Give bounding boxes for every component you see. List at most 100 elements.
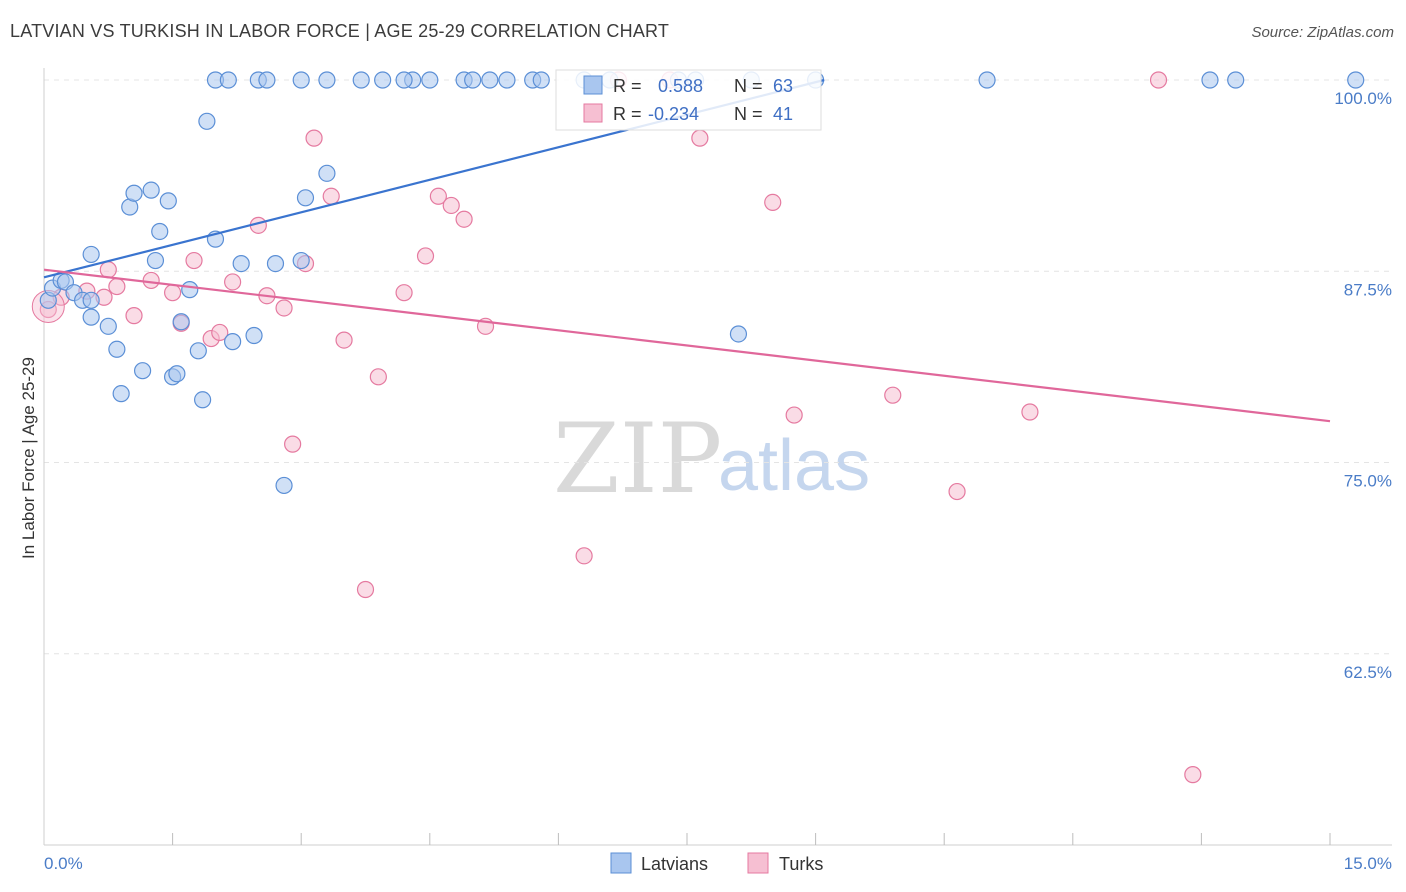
latvians-point (532, 71, 550, 89)
turks-point (164, 284, 182, 302)
latvians-point (318, 164, 336, 182)
y-tick-label: 75.0% (1344, 472, 1392, 491)
latvians-point (194, 391, 212, 409)
turks-point (305, 129, 323, 147)
latvians-point (82, 245, 100, 264)
latvians-point (151, 222, 169, 241)
turks-point (455, 210, 473, 228)
latvians-point (978, 71, 996, 89)
latvians-point (142, 181, 160, 199)
axes (43, 68, 1392, 846)
turks-point (1021, 403, 1039, 421)
legend-latvians-label: Latvians (641, 854, 708, 874)
y-tick-label: 62.5% (1344, 663, 1392, 682)
latvians-point (1201, 71, 1219, 89)
latvians-point (296, 189, 315, 207)
turks-n-label: N = (734, 104, 763, 124)
latvians-point (245, 326, 263, 345)
latvians-point (352, 71, 370, 89)
turks-point (142, 271, 160, 290)
turks-trend-line (43, 268, 1331, 423)
latvians-point (258, 71, 276, 89)
latvians-point (421, 71, 439, 89)
bottom-legend: Latvians Turks (610, 852, 823, 874)
trend-lines (43, 78, 1331, 423)
y-tick-labels: 62.5% 75.0% 87.5% 100.0% (1334, 89, 1392, 682)
turks-point (575, 547, 593, 565)
latvians-point (292, 71, 310, 89)
turks-point (429, 187, 447, 205)
latvians-point (232, 255, 250, 273)
turks-point (785, 406, 803, 424)
latvians-n-label: N = (734, 76, 763, 96)
watermark: ZIP atlas (553, 403, 870, 515)
legend-latvians-swatch (610, 852, 632, 874)
turks-point (185, 251, 203, 270)
turks-r-label: R = (613, 104, 642, 124)
latvians-point (82, 308, 100, 326)
turks-point (442, 196, 460, 215)
latvians-point (318, 71, 336, 89)
latvians-point (729, 325, 748, 343)
y-tick-label: 100.0% (1334, 89, 1392, 108)
turks-n-value: 41 (773, 104, 793, 124)
latvians-point (224, 333, 242, 351)
turks-point (275, 299, 293, 317)
turks-point (284, 435, 302, 453)
legend-turks-label: Turks (779, 854, 823, 874)
latvians-point (1227, 71, 1245, 89)
latvians-point (172, 313, 190, 331)
latvians-r-value: 0.588 (658, 76, 703, 96)
turks-point (1149, 71, 1168, 89)
turks-point (224, 273, 242, 291)
latvians-point (198, 112, 216, 130)
latvians-point (108, 340, 126, 358)
turks-point (764, 193, 782, 211)
latvians-point (275, 476, 293, 495)
y-tick-label: 87.5% (1344, 280, 1392, 299)
turks-swatch-stats (583, 103, 603, 123)
latvians-point (146, 251, 165, 270)
turks-point (395, 284, 413, 302)
turks-point (322, 187, 340, 205)
grid (44, 79, 1392, 655)
x-ticks (172, 833, 1331, 845)
latvians-r-label: R = (613, 76, 642, 96)
latvians-point (481, 71, 499, 89)
turks-point (691, 129, 709, 147)
turks-point (99, 261, 117, 279)
y-axis-label: In Labor Force | Age 25-29 (19, 357, 38, 559)
x-tick-label-min: 0.0% (44, 854, 83, 873)
latvians-point (374, 71, 392, 89)
latvians-point (498, 71, 516, 89)
chart-source: Source: ZipAtlas.com (1251, 24, 1394, 41)
turks-point (416, 247, 435, 265)
legend-turks-swatch (747, 852, 769, 874)
turks-point (369, 368, 387, 386)
latvians-swatch-stats (583, 75, 603, 95)
latvians-point (133, 362, 152, 380)
latvians-point (112, 385, 130, 403)
latvians-point (181, 281, 199, 299)
latvians-point (1347, 71, 1365, 89)
turks-point (108, 277, 126, 296)
chart-title: LATVIAN VS TURKISH IN LABOR FORCE | AGE … (10, 21, 670, 41)
latvians-point (168, 365, 186, 383)
latvians-point (159, 192, 177, 210)
watermark-atlas: atlas (718, 426, 870, 506)
turks-r-value: -0.234 (648, 104, 699, 124)
turks-point (125, 307, 143, 325)
turks-point (948, 482, 966, 501)
latvians-point (189, 342, 207, 360)
latvians-n-value: 63 (773, 76, 793, 96)
latvians-point (395, 71, 413, 89)
latvians-point (464, 71, 482, 89)
latvians-point (292, 251, 310, 270)
turks-point (1184, 766, 1202, 784)
turks-point (356, 580, 375, 599)
latvians-point (99, 317, 117, 335)
stats-legend-box: R = 0.588 N = 63 R = -0.234 N = 41 (555, 69, 822, 131)
turks-point (884, 386, 902, 404)
turks-point (211, 323, 229, 342)
